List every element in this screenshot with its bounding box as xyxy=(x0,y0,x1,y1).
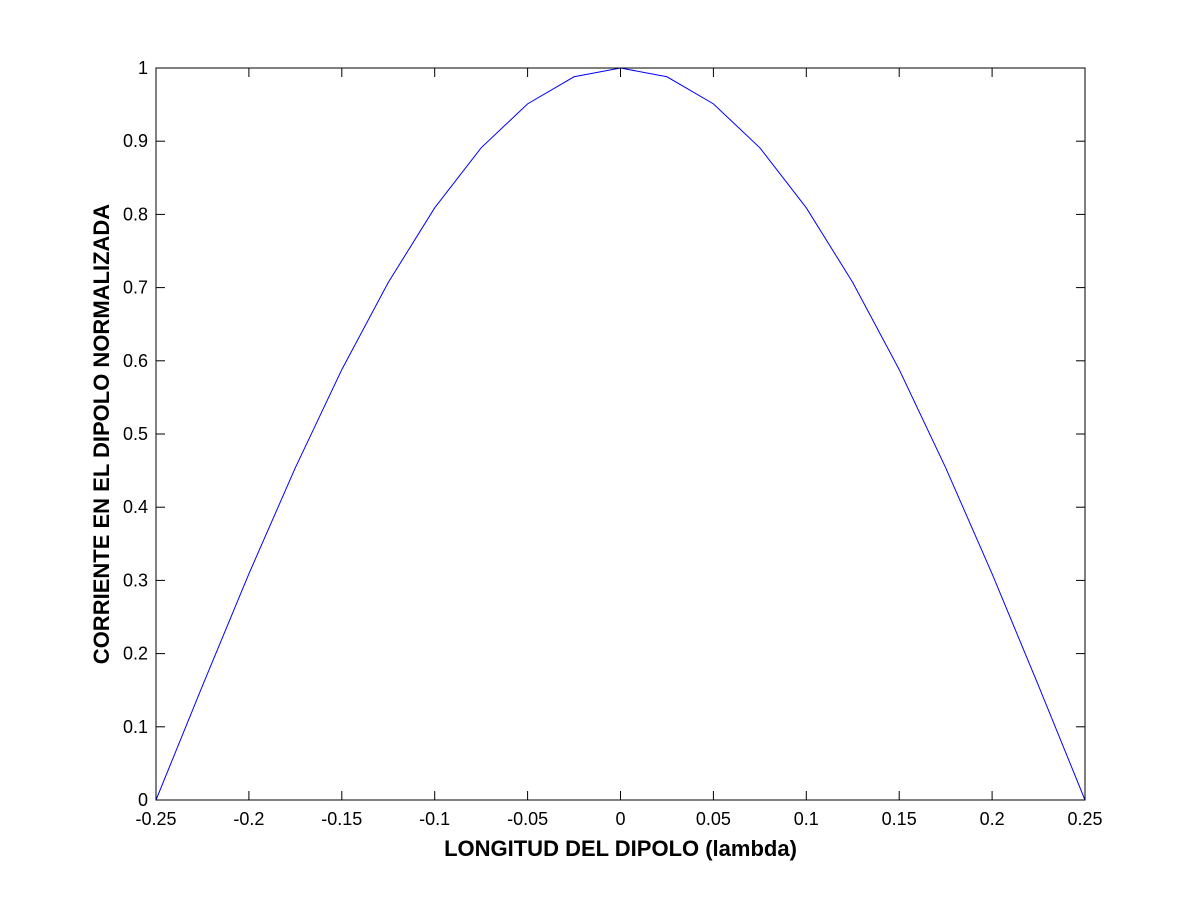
y-tick-label: 0.7 xyxy=(123,278,148,298)
y-tick-label: 0.1 xyxy=(123,717,148,737)
x-tick-label: 0.2 xyxy=(980,809,1005,829)
x-tick-label: 0.15 xyxy=(882,809,917,829)
y-axis-label: CORRIENTE EN EL DIPOLO NORMALIZADA xyxy=(89,204,114,664)
plot-frame xyxy=(155,67,1086,801)
x-tick-label: -0.15 xyxy=(321,809,362,829)
y-tick-label: 0.4 xyxy=(123,497,148,517)
y-tick-label: 0.2 xyxy=(123,644,148,664)
x-tick-label: -0.05 xyxy=(507,809,548,829)
y-tick-label: 0.5 xyxy=(123,424,148,444)
y-tick-label: 0 xyxy=(138,790,148,810)
x-tick-label: -0.25 xyxy=(135,809,176,829)
y-tick-label: 0.6 xyxy=(123,351,148,371)
y-tick-label: 0.9 xyxy=(123,131,148,151)
x-tick-label: -0.2 xyxy=(233,809,264,829)
y-tick-label: 0.3 xyxy=(123,570,148,590)
y-tick-label: 1 xyxy=(138,58,148,78)
x-ticks: -0.25 -0.2 -0.15 -0.1 -0.05 0 0.05 0.1 0.15 0.2 0.… xyxy=(135,68,1103,829)
x-tick-label: -0.1 xyxy=(419,809,450,829)
x-tick-label: 0.05 xyxy=(696,809,731,829)
y-tick-label: 0.8 xyxy=(123,204,148,224)
plot-area xyxy=(156,68,1085,800)
x-axis-label: LONGITUD DEL DIPOLO (lambda) xyxy=(444,836,797,861)
x-tick-label: 0.25 xyxy=(1067,809,1102,829)
x-tick-label: 0 xyxy=(615,809,625,829)
x-tick-label: 0.1 xyxy=(794,809,819,829)
